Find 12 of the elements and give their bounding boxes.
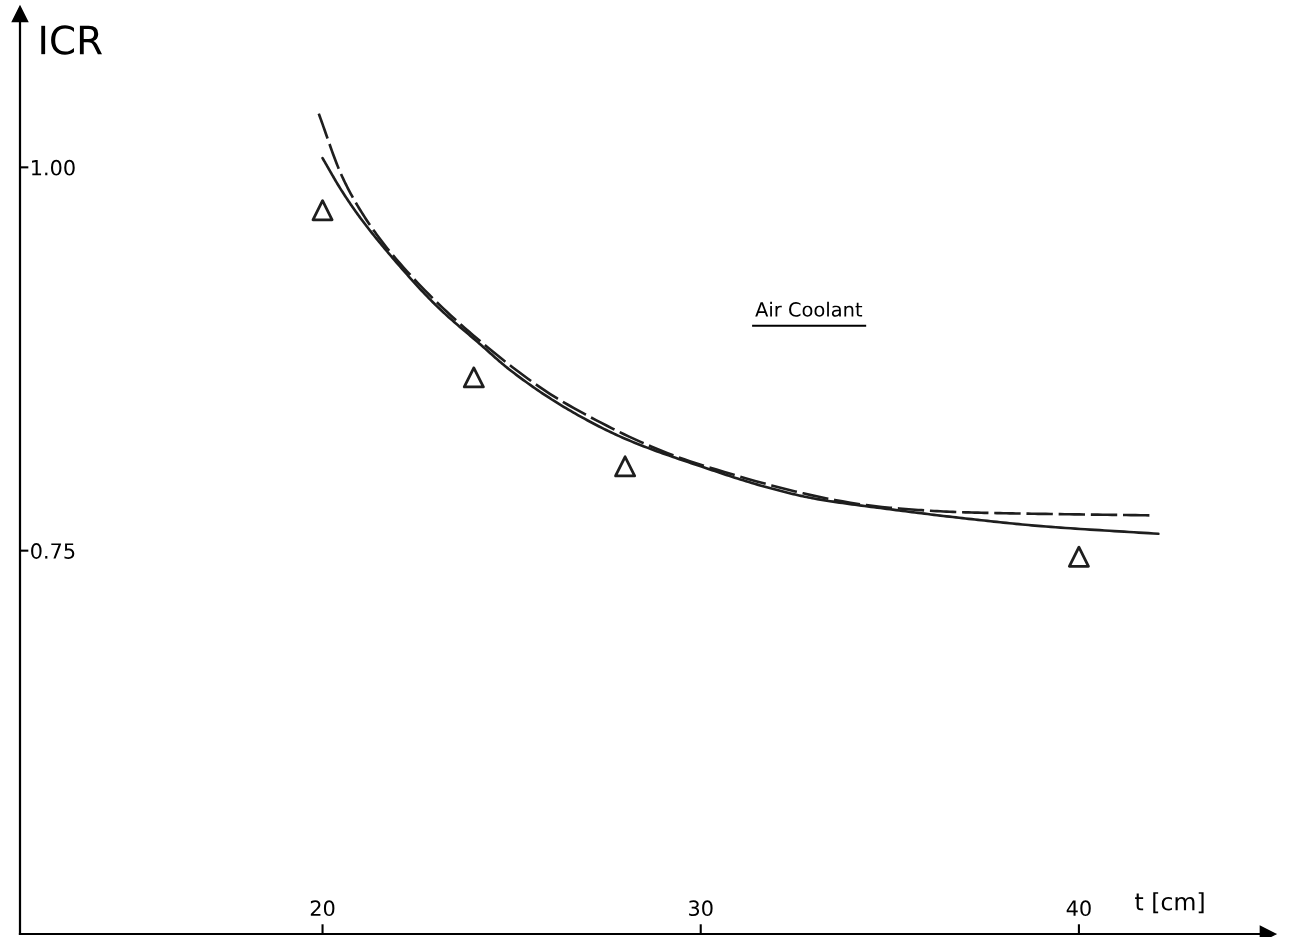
y-tick-label: 0.75 bbox=[31, 543, 75, 559]
point bbox=[614, 455, 637, 478]
annotation: Air Coolant bbox=[755, 301, 863, 317]
x-tick-label: 30 bbox=[689, 900, 713, 917]
x-tick-label: 20 bbox=[310, 900, 335, 917]
point bbox=[462, 366, 485, 389]
point bbox=[311, 199, 334, 222]
y-tick-label: 1.00 bbox=[32, 159, 75, 176]
point bbox=[1067, 545, 1090, 568]
y-axis-title: ICR bbox=[41, 25, 102, 55]
x-axis-title: t [cm] bbox=[1135, 892, 1204, 914]
x-tick-label: 40 bbox=[1066, 900, 1091, 917]
